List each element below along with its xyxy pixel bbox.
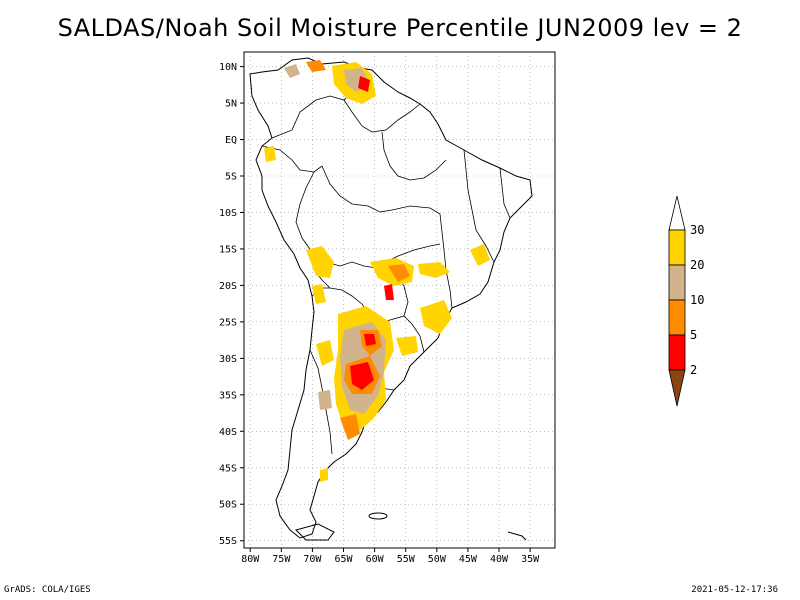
colorbar-segment: [668, 299, 686, 336]
shade-area: [264, 146, 276, 162]
lat-tick-label: 50S: [219, 500, 237, 511]
lon-tick-label: 80W: [241, 554, 260, 565]
colorbar-label: 2: [690, 363, 697, 377]
lon-tick-label: 35W: [521, 554, 540, 565]
shade-area: [306, 246, 334, 278]
lat-tick-label: 35S: [219, 390, 237, 401]
longitude-axis: 80W 75W 70W 65W 60W 55W 50W 45W 40W 35W: [241, 548, 540, 565]
lat-tick-label: EQ: [225, 135, 237, 146]
colorbar-segment: [668, 229, 686, 266]
shade-area: [384, 284, 394, 300]
lon-tick-label: 75W: [272, 554, 291, 565]
map-frame: [243, 51, 556, 549]
falkland-islands: [368, 512, 388, 520]
colorbar-top-triangle: [668, 195, 686, 231]
lat-tick-label: 5N: [225, 99, 237, 110]
shade-area: [320, 468, 328, 482]
map-title: SALDAS/Noah Soil Moisture Percentile JUN…: [57, 14, 743, 42]
colorbar-label: 5: [690, 328, 697, 342]
footer-timestamp: 2021-05-12-17:36: [691, 585, 778, 595]
shade-area: [350, 362, 374, 390]
lon-tick-label: 45W: [459, 554, 478, 565]
lon-tick-label: 65W: [334, 554, 353, 565]
lat-tick-label: 10N: [219, 62, 237, 73]
shade-area: [306, 60, 326, 72]
shade-area: [396, 336, 418, 356]
colorbar-label: 30: [690, 223, 704, 237]
south-georgia-mark: [507, 531, 527, 541]
shade-area: [470, 244, 490, 266]
lon-tick-label: 50W: [428, 554, 447, 565]
lat-tick-label: 30S: [219, 354, 237, 365]
shade-area: [312, 284, 326, 304]
colorbar: 30 20 10 5 2: [668, 195, 704, 407]
lon-tick-label: 70W: [303, 554, 322, 565]
lat-tick-label: 5S: [225, 172, 237, 183]
shade-area: [388, 264, 410, 282]
colorbar-segment: [668, 264, 686, 301]
shade-area: [318, 390, 332, 410]
lon-tick-label: 55W: [397, 554, 416, 565]
shade-area: [364, 334, 376, 346]
colorbar-label: 10: [690, 293, 704, 307]
lat-tick-label: 55S: [219, 536, 237, 547]
footer-credit: GrADS: COLA/IGES: [4, 585, 91, 595]
lat-tick-label: 10S: [219, 208, 237, 219]
shade-area: [284, 64, 300, 78]
shade-area: [358, 76, 370, 92]
lat-tick-label: 45S: [219, 463, 237, 474]
colorbar-label: 20: [690, 258, 704, 272]
shade-area: [340, 414, 360, 440]
colorbar-segment: [668, 334, 686, 371]
shade-area: [316, 340, 334, 366]
lat-tick-label: 15S: [219, 244, 237, 255]
shade-area: [420, 300, 452, 334]
latitude-axis: 10N 5N EQ 5S 10S 15S 20S 25S 30S 35S 40S 45S 50S 55S: [219, 62, 244, 547]
lat-tick-label: 25S: [219, 317, 237, 328]
lat-tick-label: 40S: [219, 427, 237, 438]
shade-area: [418, 262, 450, 278]
lat-tick-label: 20S: [219, 281, 237, 292]
lon-tick-label: 60W: [366, 554, 385, 565]
percentile-shading: [264, 60, 490, 482]
lon-tick-label: 40W: [490, 554, 509, 565]
colorbar-bottom-triangle: [668, 369, 686, 407]
tierra-del-fuego: [295, 523, 335, 541]
